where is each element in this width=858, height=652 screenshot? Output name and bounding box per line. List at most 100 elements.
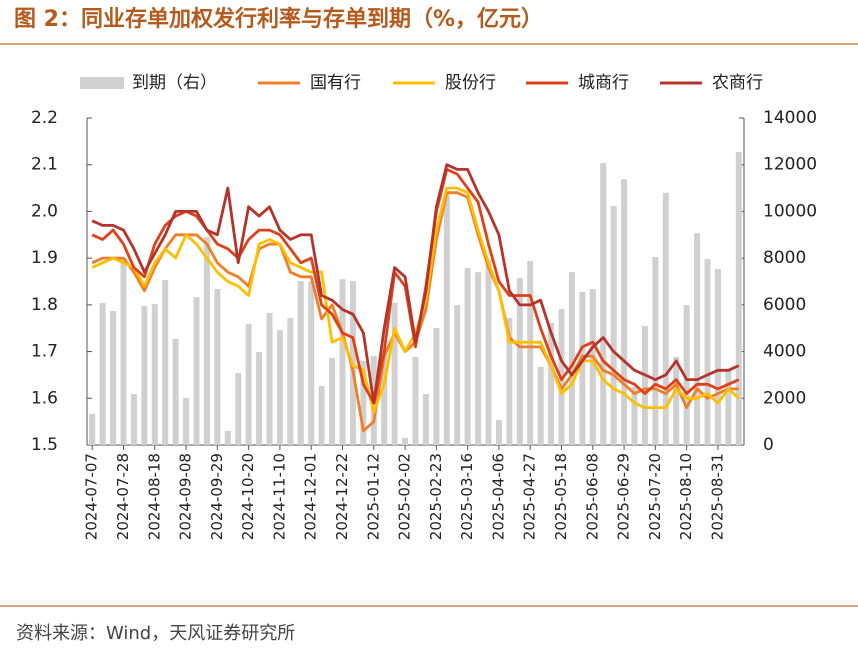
source-note: 资料来源：Wind，天风证券研究所 — [16, 623, 295, 644]
y-tick-label: 2.2 — [31, 108, 58, 128]
bar — [506, 317, 513, 445]
x-tick-label: 2024-09-29 — [208, 453, 226, 540]
bar — [600, 163, 607, 445]
bar — [537, 366, 544, 445]
bar — [694, 233, 701, 445]
y2-tick-label: 14000 — [763, 108, 817, 128]
bar — [568, 272, 575, 445]
y-tick-label: 1.7 — [31, 342, 58, 362]
legend-label: 国有行 — [310, 73, 361, 93]
bar — [412, 356, 419, 445]
bar — [641, 326, 648, 445]
line — [91, 168, 740, 405]
y-tick-label: 1.6 — [31, 388, 58, 408]
bar — [256, 352, 263, 445]
bar — [683, 305, 690, 445]
bar — [381, 351, 388, 445]
x-tick-label: 2025-08-10 — [677, 453, 695, 540]
legend-swatch — [80, 77, 124, 89]
x-tick-label: 2025-07-20 — [646, 453, 664, 540]
y2-tick-label: 8000 — [763, 248, 806, 268]
bar — [725, 370, 732, 445]
x-tick-label: 2025-06-08 — [583, 453, 601, 540]
bar — [224, 430, 231, 445]
bar — [151, 304, 158, 445]
bar — [704, 259, 711, 445]
bar — [318, 385, 325, 445]
y2-tick-label: 6000 — [763, 295, 806, 315]
bar — [433, 327, 440, 445]
chart-title: 图 2：同业存单加权发行利率与存单到期（%，亿元） — [14, 6, 543, 32]
bar — [308, 281, 315, 445]
bar — [120, 258, 127, 445]
bar — [297, 281, 304, 445]
bar — [266, 313, 273, 445]
x-tick-label: 2024-11-10 — [270, 453, 288, 540]
bar — [141, 306, 148, 445]
x-tick-label: 2024-10-20 — [239, 453, 257, 540]
bar — [631, 387, 638, 445]
bar — [245, 324, 252, 445]
bar — [360, 360, 367, 445]
x-tick-label: 2024-12-22 — [333, 453, 351, 540]
bar — [329, 358, 336, 445]
bar — [454, 305, 461, 445]
line — [91, 186, 740, 414]
x-tick-label: 2025-06-29 — [615, 453, 633, 540]
bar — [89, 413, 96, 445]
bar — [610, 206, 617, 445]
bar — [422, 394, 429, 445]
legend-label: 到期（右） — [132, 73, 217, 93]
bar — [214, 288, 221, 445]
bar — [110, 310, 117, 445]
x-tick-label: 2025-05-18 — [552, 453, 570, 540]
x-tick-label: 2024-12-01 — [302, 453, 320, 540]
legend-label: 农商行 — [712, 73, 763, 93]
x-tick-label: 2024-09-08 — [177, 453, 195, 540]
y2-tick-label: 0 — [763, 435, 774, 455]
bar — [621, 179, 628, 445]
x-tick-label: 2025-04-27 — [521, 453, 539, 540]
x-tick-label: 2025-02-23 — [427, 453, 445, 540]
y-tick-label: 1.5 — [31, 435, 58, 455]
bar — [589, 288, 596, 445]
bar — [516, 277, 523, 445]
x-tick-label: 2025-01-12 — [364, 453, 382, 540]
bar — [673, 356, 680, 445]
bar — [391, 302, 398, 445]
x-tick-label: 2025-02-02 — [396, 453, 414, 540]
x-tick-label: 2024-07-07 — [83, 453, 101, 540]
x-tick-label: 2025-03-16 — [458, 453, 476, 540]
bar — [172, 338, 179, 445]
x-tick-label: 2025-08-31 — [708, 453, 726, 540]
bar — [276, 330, 283, 445]
bar — [714, 269, 721, 445]
bar — [443, 192, 450, 445]
bar — [464, 267, 471, 445]
bar — [99, 302, 106, 445]
x-tick-label: 2025-04-06 — [489, 453, 507, 540]
bar — [548, 323, 555, 445]
bar — [402, 437, 409, 445]
bar — [579, 292, 586, 445]
bar — [287, 317, 294, 445]
y-tick-label: 1.9 — [31, 248, 58, 268]
bar — [485, 260, 492, 445]
bar — [735, 152, 742, 445]
y-tick-label: 2.0 — [31, 201, 58, 221]
y-tick-label: 2.1 — [31, 155, 58, 175]
y2-tick-label: 4000 — [763, 342, 806, 362]
bar — [130, 394, 137, 445]
y-tick-label: 1.8 — [31, 295, 58, 315]
bar — [495, 420, 502, 445]
x-tick-label: 2024-08-18 — [145, 453, 163, 540]
bar — [339, 279, 346, 445]
bar — [162, 280, 169, 445]
legend-label: 股份行 — [445, 73, 496, 93]
bar — [203, 237, 210, 445]
bar — [183, 398, 190, 445]
y2-tick-label: 2000 — [763, 388, 806, 408]
y2-tick-label: 10000 — [763, 201, 817, 221]
y2-tick-label: 12000 — [763, 155, 817, 175]
